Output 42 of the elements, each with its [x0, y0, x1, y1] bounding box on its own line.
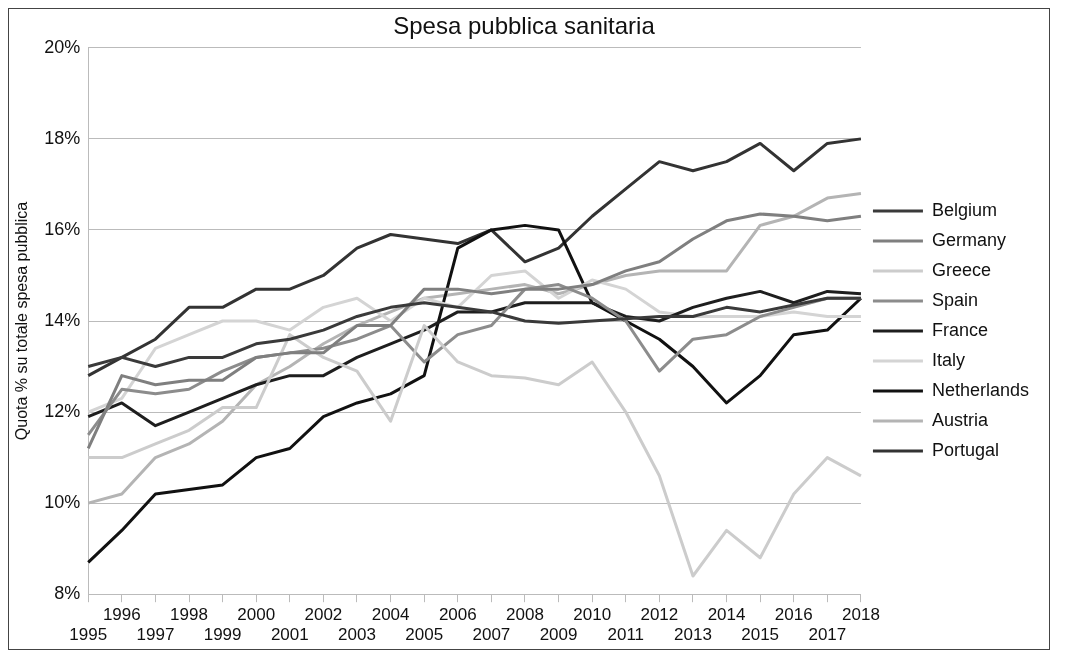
x-tick-label: 2014: [707, 605, 746, 625]
x-tick-label: 2012: [640, 605, 679, 625]
legend-label: Austria: [931, 409, 989, 430]
y-tick-label: 12%: [44, 401, 81, 422]
legend-label: Netherlands: [931, 379, 1029, 400]
x-tick-label: 2016: [774, 605, 813, 625]
x-tick-label: 1998: [170, 605, 208, 625]
legend-label: Portugal: [931, 439, 999, 460]
x-tick-label: 2002: [304, 605, 343, 625]
y-tick-label: 10%: [44, 492, 81, 513]
x-tick-label: 2010: [573, 605, 612, 625]
x-tick-label: 2004: [371, 605, 410, 625]
legend-label: Belgium: [931, 199, 997, 220]
x-tick-label: 2000: [237, 605, 276, 625]
y-axis-title: Quota % su totale spesa pubblica: [13, 201, 31, 441]
x-tick-label: 1999: [203, 625, 242, 645]
x-tick-label: 1995: [69, 625, 108, 645]
x-tick-label: 2007: [472, 625, 511, 645]
x-tick-label: 2008: [506, 605, 544, 625]
x-tick-label: 2015: [741, 625, 780, 645]
x-tick-label: 1997: [136, 625, 175, 645]
y-tick-label: 16%: [44, 218, 81, 239]
y-tick-label: 8%: [54, 583, 81, 604]
x-tick-label: 2017: [808, 625, 847, 645]
y-tick-label: 14%: [44, 309, 81, 330]
legend-label: Italy: [931, 349, 965, 370]
legend-label: Greece: [931, 259, 991, 280]
legend-label: Germany: [931, 229, 1006, 250]
x-tick-label: 2009: [539, 625, 578, 645]
x-tick-label: 2001: [270, 625, 309, 645]
y-tick-label: 18%: [44, 127, 81, 148]
x-tick-label: 1996: [102, 605, 141, 625]
chart-title: Spesa pubblica sanitaria: [393, 12, 656, 40]
x-tick-label: 2003: [338, 625, 376, 645]
x-tick-label: 2006: [438, 605, 477, 625]
legend-label: Spain: [931, 289, 978, 310]
legend-label: France: [931, 319, 988, 340]
x-tick-label: 2013: [674, 625, 712, 645]
x-tick-label: 2011: [607, 625, 645, 645]
y-tick-label: 20%: [44, 36, 81, 57]
x-tick-label: 2018: [842, 605, 880, 625]
x-tick-label: 2005: [405, 625, 444, 645]
